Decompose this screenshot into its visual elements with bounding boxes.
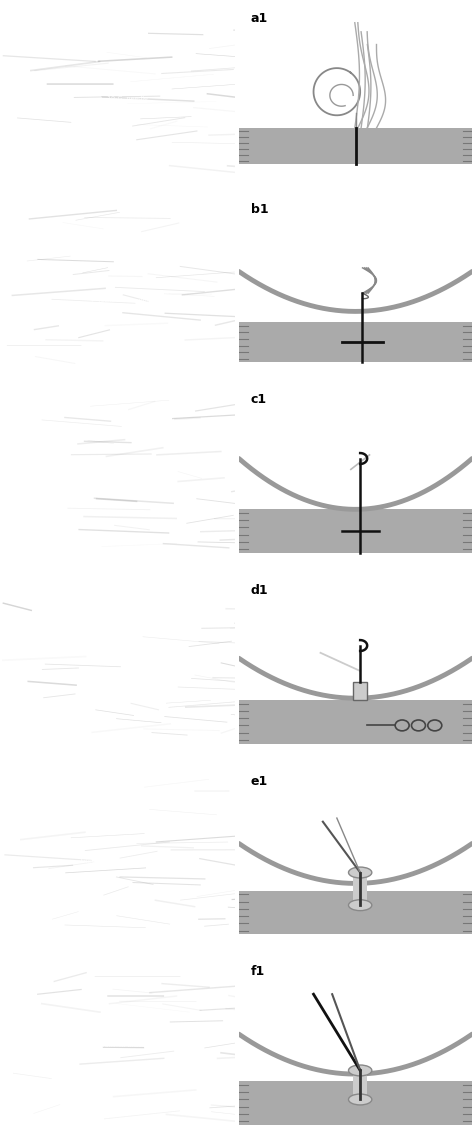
Text: f1: f1	[251, 966, 265, 978]
Bar	[239, 891, 472, 935]
Ellipse shape	[348, 1094, 372, 1105]
Bar	[353, 1071, 367, 1099]
Bar	[353, 873, 367, 905]
Ellipse shape	[348, 1065, 372, 1075]
Text: ← guide wire: ← guide wire	[107, 643, 147, 648]
Text: f: f	[9, 1122, 14, 1133]
Bar	[239, 1081, 472, 1125]
Text: ← retrievable puncture anchor: ← retrievable puncture anchor	[91, 299, 186, 303]
Bar	[353, 682, 367, 700]
Bar	[239, 700, 472, 744]
Text: ← triangular area: ← triangular area	[91, 482, 145, 486]
Text: b: b	[9, 359, 17, 370]
Text: e1: e1	[251, 774, 268, 787]
Text: a1: a1	[251, 11, 268, 25]
Text: ← 19-G  needle: ← 19-G needle	[100, 96, 148, 102]
Text: e: e	[9, 931, 17, 942]
Text: ← proximal bracket: ← proximal bracket	[91, 1042, 151, 1048]
Text: a: a	[9, 169, 17, 178]
Ellipse shape	[348, 899, 372, 911]
Bar	[239, 509, 472, 553]
Text: ↑  distal bracket: ↑ distal bracket	[37, 705, 89, 709]
Text: c: c	[9, 550, 16, 561]
Text: metal wire  ↓: metal wire ↓	[146, 823, 189, 828]
Ellipse shape	[348, 867, 372, 877]
Text: b1: b1	[251, 202, 268, 215]
Bar	[239, 128, 472, 165]
Text: d: d	[9, 741, 17, 750]
Bar	[239, 323, 472, 363]
Text: d1: d1	[251, 583, 268, 597]
Text: c1: c1	[251, 394, 267, 406]
Text: ← retrieval cord: ← retrieval cord	[67, 859, 117, 864]
